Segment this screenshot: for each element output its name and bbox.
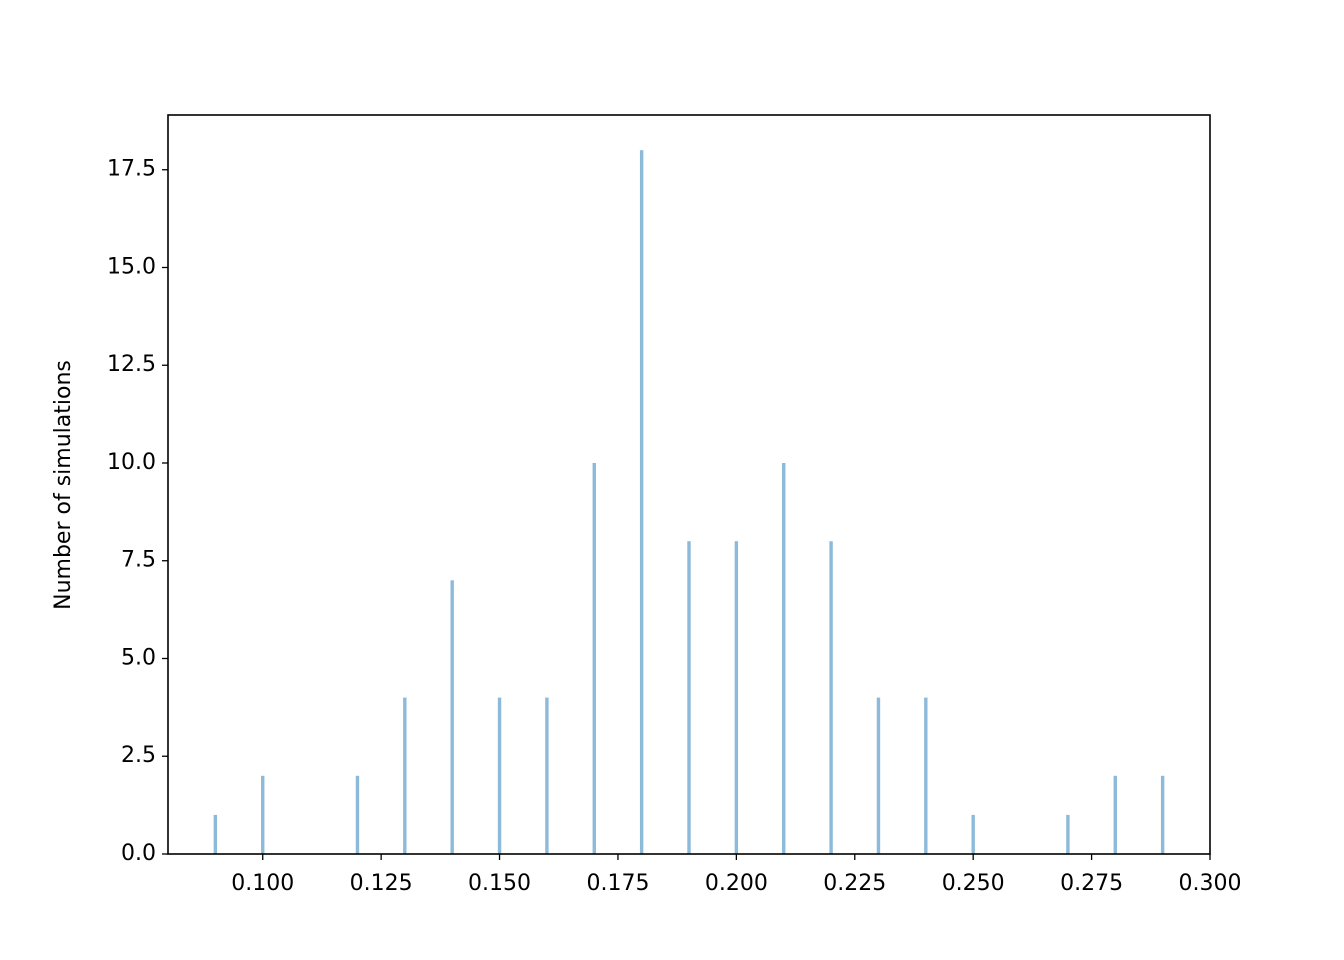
x-tick-label: 0.200	[705, 871, 768, 896]
x-tick-label: 0.300	[1179, 871, 1242, 896]
bar	[592, 462, 596, 854]
x-tick-label: 0.225	[823, 871, 886, 896]
bar	[450, 580, 454, 854]
bar	[734, 541, 739, 854]
bar	[1066, 814, 1070, 854]
bar	[924, 697, 928, 854]
y-tick-label: 2.5	[121, 743, 156, 768]
plot-frame	[167, 114, 1211, 855]
x-tick-label: 0.250	[942, 871, 1005, 896]
bar	[497, 697, 502, 854]
y-tick-label: 17.5	[107, 157, 156, 182]
bar	[687, 541, 691, 854]
bar	[355, 775, 360, 854]
bar	[1113, 775, 1117, 854]
bar	[971, 814, 975, 854]
bar	[213, 814, 218, 854]
bar	[876, 697, 881, 854]
y-tick-label: 5.0	[121, 645, 156, 670]
bar	[261, 775, 265, 854]
y-tick-label: 12.5	[107, 352, 156, 377]
y-axis-label: Number of simulations	[51, 360, 76, 610]
x-tick-label: 0.100	[231, 871, 294, 896]
y-tick-label: 10.0	[107, 450, 156, 475]
y-tick-label: 15.0	[107, 254, 156, 279]
x-tick-label: 0.125	[350, 871, 413, 896]
x-tick-label: 0.175	[586, 871, 649, 896]
x-tick-label: 0.275	[1060, 871, 1123, 896]
x-tick-label: 0.150	[468, 871, 531, 896]
bar	[545, 697, 549, 854]
bar	[403, 697, 407, 854]
y-tick-label: 7.5	[121, 548, 156, 573]
bar	[829, 541, 833, 854]
bar	[1160, 775, 1165, 854]
y-tick-label: 0.0	[121, 841, 156, 866]
bar	[782, 462, 786, 854]
bar	[639, 150, 644, 854]
